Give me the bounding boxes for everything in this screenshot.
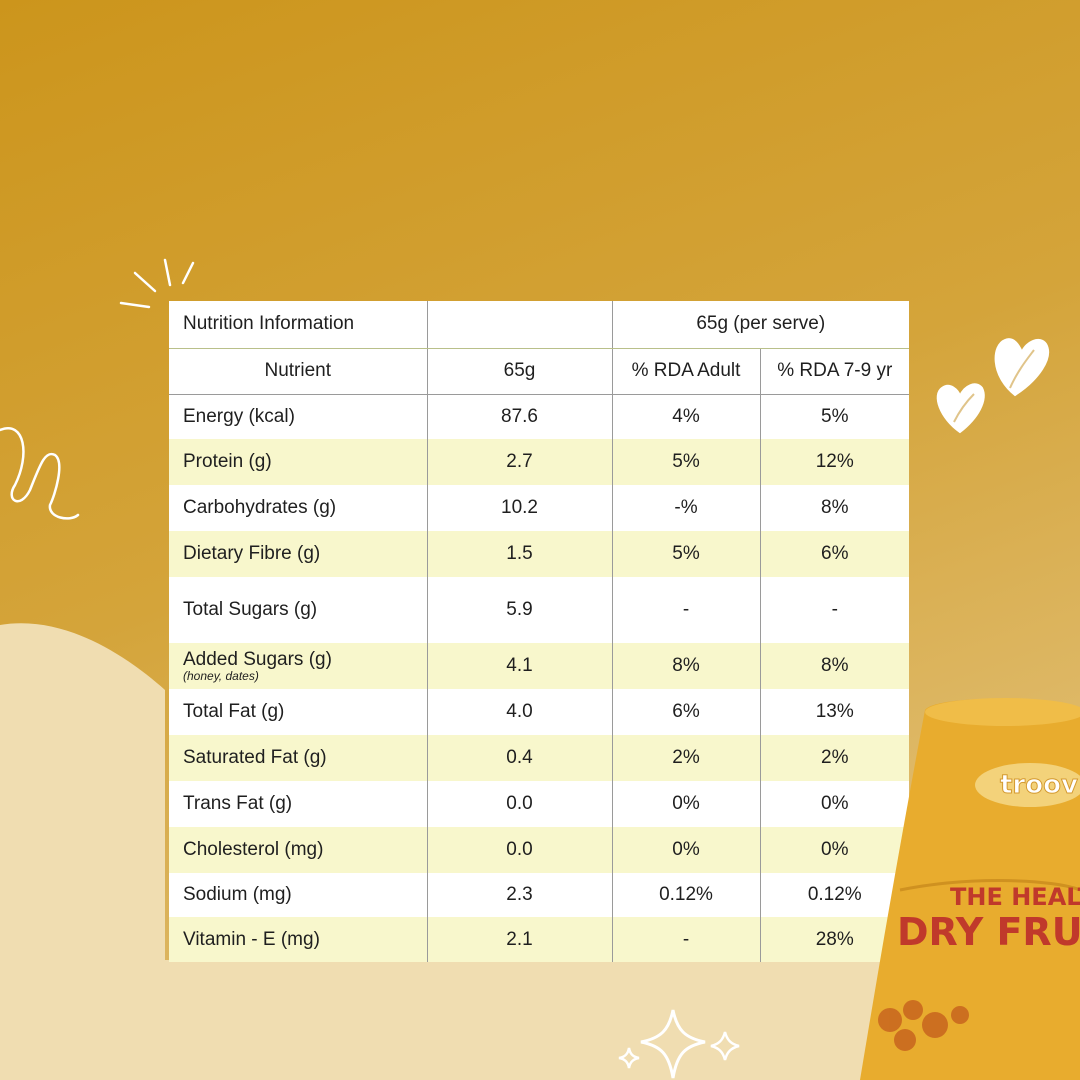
- nutrient-label: Total Fat (g): [183, 701, 285, 722]
- nutrient-name: Sodium (mg): [169, 873, 428, 917]
- table-row: Saturated Fat (g) 0.4 2% 2%: [169, 735, 909, 781]
- table-row: Carbohydrates (g) 10.2 -% 8%: [169, 485, 909, 531]
- nutrient-amount: 87.6: [427, 394, 613, 439]
- table-row: Total Sugars (g) 5.9- -: [169, 577, 909, 643]
- rda-adult-value: 4%: [612, 394, 761, 439]
- rda-adult-value: -%: [612, 485, 761, 531]
- header-amount: 65g: [427, 348, 613, 395]
- rda-child-value: 0%: [821, 793, 849, 814]
- table-title-row: Nutrition Information 65g (per serve): [169, 301, 909, 349]
- rda-adult-value: 0%: [612, 827, 761, 873]
- table-row: Vitamin - E (mg) 2.1-28%: [169, 917, 909, 962]
- nutrient-label: Cholesterol (mg): [183, 839, 324, 860]
- rda-adult-value: 0.12%: [612, 873, 761, 917]
- serve-label: 65g (per serve): [612, 301, 909, 349]
- rda-child-value: 0%: [760, 827, 909, 873]
- rda-adult-value: 5%: [612, 439, 761, 485]
- nutrient-amount: 1.5: [427, 531, 613, 577]
- nutrient-name: Dietary Fibre (g): [169, 531, 428, 577]
- nutrient-label: Dietary Fibre (g): [183, 543, 321, 564]
- product-line-2: DRY FRUIT B: [897, 910, 1080, 954]
- product-line-1: THE HEALTH: [950, 883, 1080, 911]
- nutrient-name: Vitamin - E (mg): [169, 917, 428, 962]
- rda-adult-value: 2%: [612, 735, 761, 781]
- swirl-doodle-icon: [0, 427, 80, 520]
- nutrient-name: Energy (kcal): [169, 394, 428, 439]
- table-row: Trans Fat (g) 0.0 0% 0%: [169, 781, 909, 827]
- header-rda-child: % RDA 7-9 yr: [760, 348, 909, 395]
- dry-fruit-illustration: [878, 1000, 969, 1051]
- nutrient-label: Protein (g): [183, 451, 272, 472]
- rda-child-value: 2%: [760, 735, 909, 781]
- nutrient-label: Added Sugars (g): [183, 649, 332, 670]
- nutrient-name: Cholesterol (mg): [169, 827, 428, 873]
- nutrient-name: Saturated Fat (g): [169, 735, 428, 781]
- table-row: Dietary Fibre (g) 1.5 5% 6%: [169, 531, 909, 577]
- nutrient-amount: 10.2: [427, 485, 613, 531]
- rda-adult-value: 8%: [612, 643, 761, 689]
- table-row: Energy (kcal) 87.6 4% 5%: [169, 394, 909, 439]
- nutrient-name: Protein (g): [169, 439, 428, 485]
- table-row: Sodium (mg) 2.3 0.12% 0.12%: [169, 873, 909, 917]
- nutrient-name: Total Sugars (g): [169, 577, 428, 643]
- nutrient-amount: 4.1: [427, 643, 613, 689]
- product-pack: troov THE HEALTH DRY FRUIT B: [860, 698, 1080, 1080]
- nutrient-label: Saturated Fat (g): [183, 747, 327, 768]
- rda-child-value: 13%: [815, 701, 854, 722]
- table-row: Cholesterol (mg) 0.0 0% 0%: [169, 827, 909, 873]
- rda-child-value: 5%: [821, 405, 849, 427]
- nutrient-label: Total Sugars (g): [183, 599, 318, 620]
- rda-child-value: 12%: [760, 439, 909, 485]
- nutrient-note: (honey, dates): [183, 669, 259, 683]
- rda-child-value: 8%: [821, 497, 849, 518]
- table-title: Nutrition Information: [169, 301, 428, 349]
- header-nutrient: Nutrient: [169, 348, 428, 395]
- nutrient-label: Carbohydrates (g): [183, 497, 337, 518]
- nutrient-label: Trans Fat (g): [183, 793, 293, 814]
- nutrient-label: Vitamin - E (mg): [183, 928, 320, 950]
- header-rda-adult: % RDA Adult: [612, 348, 761, 395]
- column-header-row: Nutrient 65g % RDA Adult % RDA 7-9 yr: [169, 348, 909, 395]
- sparkle-lines-icon: [119, 258, 195, 309]
- nutrient-amount: 5.9: [427, 577, 613, 643]
- rda-adult-value: -: [612, 917, 761, 962]
- empty-header-cell: [427, 301, 613, 349]
- rda-child-value: -: [831, 599, 838, 620]
- rda-adult-value: 5%: [612, 531, 761, 577]
- heart-icon: [936, 338, 1049, 434]
- nutrient-amount: 2.1: [427, 917, 613, 962]
- nutrient-amount: 0.0: [427, 781, 613, 827]
- nutrient-label: Energy (kcal): [183, 405, 295, 427]
- rda-adult-value: 6%: [612, 689, 761, 735]
- table-row: Protein (g) 2.7 5% 12%: [169, 439, 909, 485]
- rda-adult-value: -: [612, 577, 761, 643]
- nutrient-label: Sodium (mg): [183, 884, 292, 905]
- rda-child-value: 6%: [760, 531, 909, 577]
- nutrition-table: Nutrition Information 65g (per serve) Nu…: [169, 301, 909, 962]
- nutrient-name: Added Sugars (g) (honey, dates): [169, 643, 428, 689]
- rda-child-value: 8%: [760, 643, 909, 689]
- rda-child-value: 0.12%: [807, 884, 862, 905]
- table-row: Added Sugars (g) (honey, dates) 4.1 8% 8%: [169, 643, 909, 689]
- nutrient-name: Trans Fat (g): [169, 781, 428, 827]
- nutrient-name: Carbohydrates (g): [169, 485, 428, 531]
- nutrient-amount: 2.7: [427, 439, 613, 485]
- nutrient-amount: 0.0: [427, 827, 613, 873]
- star-sparkle-icon: [618, 1009, 740, 1079]
- product-brand: troov: [1000, 770, 1078, 800]
- nutrient-amount: 4.0: [427, 689, 613, 735]
- table-row: Total Fat (g) 4.0 6% 13%: [169, 689, 909, 735]
- nutrient-amount: 0.4: [427, 735, 613, 781]
- nutrient-name: Total Fat (g): [169, 689, 428, 735]
- rda-adult-value: 0%: [612, 781, 761, 827]
- nutrient-amount: 2.3: [427, 873, 613, 917]
